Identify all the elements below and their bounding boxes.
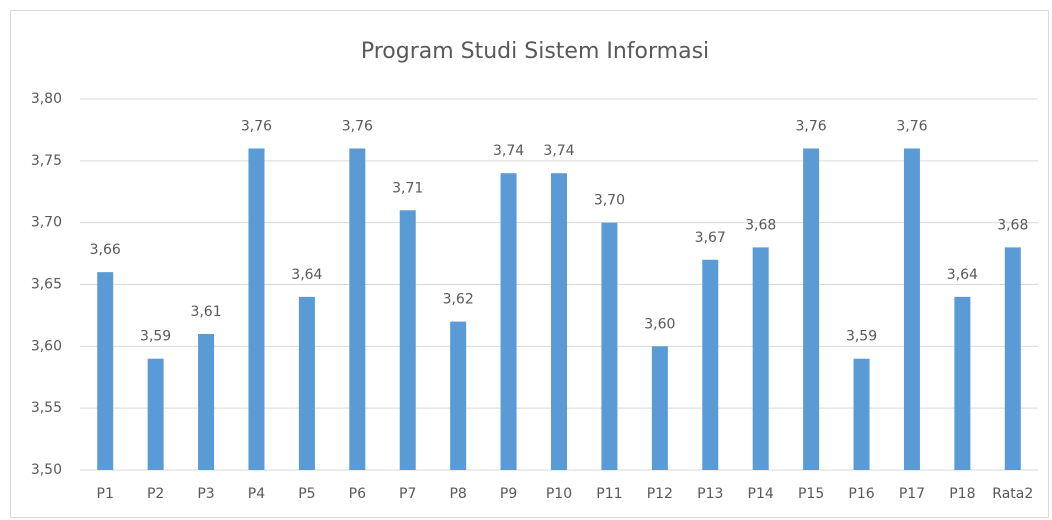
bar [702, 259, 719, 470]
x-tick-label: P1 [97, 486, 114, 502]
x-tick-label: P11 [596, 486, 622, 502]
x-tick-label: P7 [399, 486, 416, 502]
value-label: 3,74 [543, 143, 574, 159]
bar [601, 222, 618, 470]
x-tick-label: P9 [500, 486, 517, 502]
bar [1004, 247, 1021, 470]
value-label: 3,76 [896, 118, 927, 134]
y-tick-label: 3,50 [31, 462, 62, 478]
bar [954, 296, 971, 470]
x-tick-label: P18 [949, 486, 975, 502]
value-label: 3,64 [291, 267, 322, 283]
bar [198, 333, 215, 470]
value-label: 3,76 [796, 118, 827, 134]
x-tick-label: P2 [147, 486, 164, 502]
x-tick-label: P4 [248, 486, 265, 502]
bar [248, 148, 265, 470]
x-tick-label: P13 [697, 486, 723, 502]
bar [752, 247, 769, 470]
x-tick-label: P15 [798, 486, 824, 502]
x-tick-label: P6 [349, 486, 366, 502]
bar [450, 321, 467, 470]
bar [651, 346, 668, 470]
value-label: 3,68 [997, 217, 1028, 233]
value-label: 3,76 [342, 118, 373, 134]
value-label: 3,70 [594, 193, 625, 209]
bar [399, 210, 416, 471]
value-label: 3,71 [392, 180, 423, 196]
bar [500, 173, 517, 470]
value-label: 3,59 [140, 329, 171, 345]
y-tick-label: 3,75 [31, 153, 62, 169]
value-label: 3,74 [493, 143, 524, 159]
x-tick-label: P14 [748, 486, 774, 502]
value-label: 3,59 [846, 329, 877, 345]
x-tick-label: P8 [449, 486, 466, 502]
y-tick-label: 3,55 [31, 400, 62, 416]
bar [903, 148, 920, 470]
bar [803, 148, 820, 470]
y-tick-label: 3,65 [31, 277, 62, 293]
chart-title: Program Studi Sistem Informasi [361, 39, 709, 64]
bar [97, 272, 114, 470]
bar [349, 148, 366, 470]
value-label: 3,62 [443, 292, 474, 308]
x-tick-label: P10 [546, 486, 572, 502]
value-label: 3,60 [644, 316, 675, 332]
bar [147, 358, 164, 470]
value-label: 3,61 [190, 304, 221, 320]
y-tick-label: 3,80 [31, 91, 62, 107]
y-tick-label: 3,70 [31, 215, 62, 231]
x-tick-label: P16 [848, 486, 874, 502]
x-tick-label: P3 [197, 486, 214, 502]
value-label: 3,64 [947, 267, 978, 283]
bar [551, 173, 567, 470]
x-tick-label: P5 [298, 486, 315, 502]
value-label: 3,68 [745, 217, 776, 233]
bar [298, 296, 315, 470]
value-label: 3,66 [90, 242, 121, 258]
chart-border [10, 10, 1049, 518]
y-tick-label: 3,60 [31, 338, 62, 354]
x-tick-label: Rata2 [992, 486, 1033, 502]
value-label: 3,67 [695, 230, 726, 246]
x-tick-label: P17 [899, 486, 925, 502]
value-label: 3,76 [241, 118, 272, 134]
x-tick-label: P12 [647, 486, 673, 502]
bar [853, 358, 870, 470]
